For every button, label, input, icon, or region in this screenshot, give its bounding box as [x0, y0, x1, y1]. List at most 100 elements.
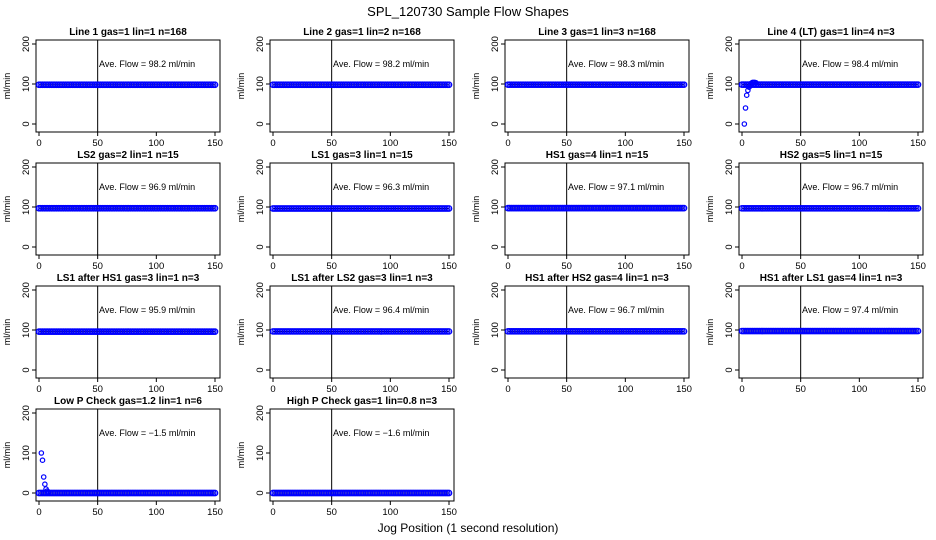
panel-2: Line 2 gas=1 lin=2 n=168 0 50 100 150 0 100 200…: [236, 27, 457, 149]
y-tick-label: 0: [21, 244, 32, 249]
x-tick-label: 150: [676, 138, 692, 149]
y-tick-label: 100: [724, 199, 735, 215]
panel-10: LS1 after LS2 gas=3 lin=1 n=3 0 50 100 150 0 1…: [236, 273, 457, 395]
data-point: [745, 87, 751, 94]
y-axis-label: ml/min: [705, 196, 715, 223]
average-flow-annotation: Ave. Flow = 95.9 ml/min: [99, 305, 195, 315]
y-tick-label: 200: [255, 36, 266, 52]
panel-9: LS1 after HS1 gas=3 lin=1 n=3 0 50 100 150 0 1…: [2, 273, 223, 395]
x-tick-label: 50: [561, 384, 572, 395]
x-tick-label: 50: [561, 261, 572, 272]
panel-7: HS1 gas=4 lin=1 n=15 0 50 100 150 0 100 200 ml/m…: [471, 150, 692, 272]
x-tick-label: 50: [795, 384, 806, 395]
y-axis-label: ml/min: [236, 319, 246, 346]
data-point: [914, 327, 922, 335]
average-flow-annotation: Ave. Flow = 98.2 ml/min: [99, 59, 195, 69]
average-flow-annotation: Ave. Flow = 96.7 ml/min: [568, 305, 664, 315]
y-tick-label: 200: [724, 159, 735, 175]
data-point: [42, 481, 48, 488]
average-flow-annotation: Ave. Flow = 96.4 ml/min: [333, 305, 429, 315]
x-tick-label: 50: [795, 261, 806, 272]
average-flow-annotation: Ave. Flow = 98.4 ml/min: [802, 59, 898, 69]
y-axis-label: ml/min: [471, 73, 481, 100]
y-tick-label: 100: [255, 199, 266, 215]
data-point: [680, 327, 688, 335]
average-flow-annotation: Ave. Flow = 96.9 ml/min: [99, 182, 195, 192]
y-tick-label: 0: [490, 367, 501, 372]
data-point: [39, 457, 46, 464]
x-tick-label: 100: [382, 138, 398, 149]
y-axis-label: ml/min: [705, 73, 715, 100]
average-flow-annotation: Ave. Flow = 98.2 ml/min: [333, 59, 429, 69]
data-point: [211, 489, 219, 497]
panel-6: LS1 gas=3 lin=1 n=15 0 50 100 150 0 100 200 ml/m…: [236, 150, 457, 272]
x-tick-label: 150: [676, 261, 692, 272]
x-tick-label: 150: [441, 384, 457, 395]
panel-title: LS2 gas=2 lin=1 n=15: [77, 150, 179, 161]
x-tick-label: 50: [92, 261, 103, 272]
y-tick-label: 100: [255, 322, 266, 338]
panel-title: LS1 after LS2 gas=3 lin=1 n=3: [291, 273, 433, 284]
y-axis-label: ml/min: [2, 319, 12, 346]
y-axis-label: ml/min: [471, 319, 481, 346]
y-tick-label: 200: [255, 405, 266, 421]
panel-1: Line 1 gas=1 lin=1 n=168 0 50 100 150 0 100 200…: [2, 27, 223, 149]
panel-12: HS1 after LS1 gas=4 lin=1 n=3 0 50 100 150 0 1…: [705, 273, 926, 395]
x-tick-label: 0: [270, 507, 275, 518]
panel-3: Line 3 gas=1 lin=3 n=168 0 50 100 150 0 100 200…: [471, 27, 692, 149]
panel-title: Low P Check gas=1.2 lin=1 n=6: [54, 396, 202, 407]
panel-title: HS1 after LS1 gas=4 lin=1 n=3: [760, 273, 903, 284]
average-flow-annotation: Ave. Flow = 98.3 ml/min: [568, 59, 664, 69]
data-point: [914, 204, 922, 212]
x-tick-label: 0: [739, 384, 744, 395]
x-tick-label: 100: [851, 261, 867, 272]
x-tick-label: 150: [910, 261, 926, 272]
y-tick-label: 200: [724, 282, 735, 298]
x-tick-label: 50: [326, 138, 337, 149]
y-tick-label: 0: [21, 367, 32, 372]
y-axis-label: ml/min: [705, 319, 715, 346]
y-tick-label: 200: [21, 159, 32, 175]
x-tick-label: 50: [92, 507, 103, 518]
panel-title: Line 4 (LT) gas=1 lin=4 n=3: [767, 27, 895, 38]
y-tick-label: 200: [21, 405, 32, 421]
panel-8: HS2 gas=5 lin=1 n=15 0 50 100 150 0 100 200 ml/m…: [705, 150, 926, 272]
x-tick-label: 0: [36, 384, 41, 395]
x-tick-label: 100: [382, 507, 398, 518]
x-tick-label: 100: [148, 507, 164, 518]
x-tick-label: 50: [92, 138, 103, 149]
y-tick-label: 0: [255, 244, 266, 249]
panel-11: HS1 after HS2 gas=4 lin=1 n=3 0 50 100 150 0 1…: [471, 273, 692, 395]
y-tick-label: 200: [255, 282, 266, 298]
plot-frame: [35, 408, 221, 502]
y-tick-label: 200: [490, 282, 501, 298]
panel-4: Line 4 (LT) gas=1 lin=4 n=3 0 50 100 150 0 100…: [705, 27, 926, 149]
y-tick-label: 100: [255, 76, 266, 92]
y-tick-label: 100: [21, 76, 32, 92]
y-axis-label: ml/min: [236, 196, 246, 223]
x-tick-label: 100: [382, 384, 398, 395]
data-point: [445, 328, 453, 335]
x-tick-label: 50: [795, 138, 806, 149]
y-axis-label: ml/min: [2, 442, 12, 469]
data-point: [211, 81, 219, 89]
data-point: [445, 81, 453, 89]
panel-title: HS1 after HS2 gas=4 lin=1 n=3: [525, 273, 669, 284]
y-axis-label: ml/min: [236, 442, 246, 469]
panel-title: HS2 gas=5 lin=1 n=15: [780, 150, 883, 161]
x-tick-label: 100: [148, 384, 164, 395]
y-tick-label: 200: [724, 36, 735, 52]
y-tick-label: 100: [21, 322, 32, 338]
x-tick-label: 150: [910, 384, 926, 395]
plot-frame: [269, 408, 455, 502]
panel-title: HS1 gas=4 lin=1 n=15: [546, 150, 649, 161]
x-tick-label: 0: [36, 507, 41, 518]
x-tick-label: 50: [326, 261, 337, 272]
panel-grid: Line 1 gas=1 lin=1 n=168 0 50 100 150 0 100 200…: [2, 27, 926, 518]
panel-14: High P Check gas=1 lin=0.8 n=3 0 50 100 150 0…: [236, 396, 457, 518]
average-flow-annotation: Ave. Flow = −1.5 ml/min: [99, 428, 195, 438]
x-tick-label: 50: [326, 384, 337, 395]
x-tick-label: 150: [676, 384, 692, 395]
average-flow-annotation: Ave. Flow = 97.1 ml/min: [568, 182, 664, 192]
